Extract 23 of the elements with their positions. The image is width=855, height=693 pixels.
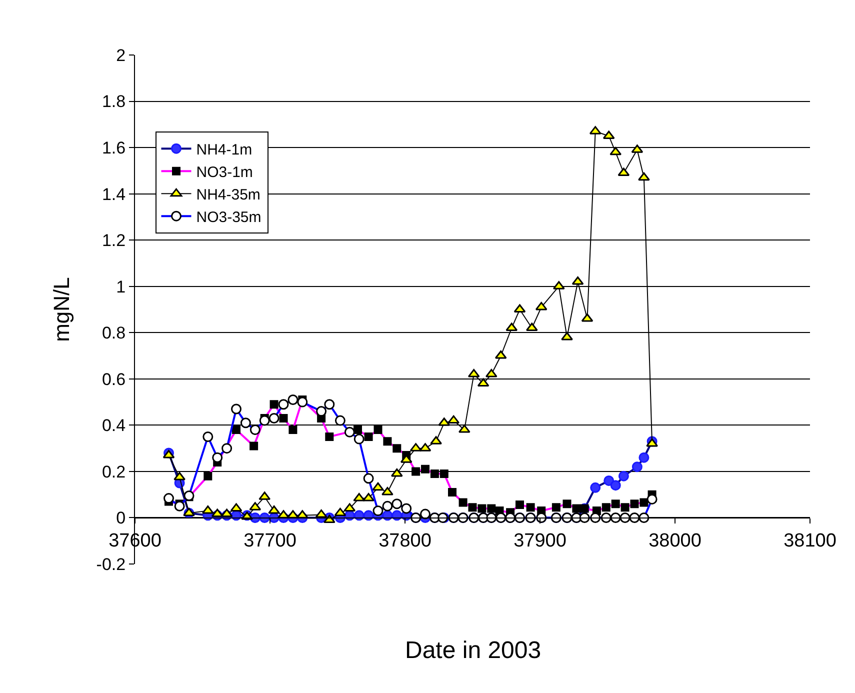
- y-tick-label: 1.6: [102, 138, 126, 158]
- y-axis-title: mgN/L: [49, 277, 74, 342]
- x-axis-title: Date in 2003: [405, 637, 542, 664]
- legend-label: NH4-35m: [196, 186, 260, 204]
- y-tick-label: 0.2: [102, 462, 126, 482]
- y-tick-label: 1.2: [102, 231, 126, 250]
- y-tick-label: 1: [116, 277, 126, 296]
- x-tick-label: 38000: [648, 530, 702, 552]
- legend-label: NO3-35m: [196, 208, 262, 226]
- x-tick-label: 37800: [378, 530, 432, 552]
- legend-label: NH4-1m: [196, 141, 252, 158]
- y-tick-label: 1.8: [102, 92, 126, 112]
- y-tick-label: 0.8: [102, 324, 126, 343]
- y-tick-label: -0.2: [96, 554, 126, 574]
- y-tick-label: 0: [116, 508, 126, 528]
- y-tick-label: 2: [116, 46, 126, 65]
- y-tick-label: 1.4: [102, 184, 126, 204]
- legend-label: NO3-1m: [196, 164, 253, 181]
- y-tick-label: 0.4: [102, 416, 126, 436]
- x-tick-label: 37900: [514, 530, 566, 552]
- y-tick-label: 0.6: [102, 370, 126, 389]
- x-tick-label: 38100: [784, 530, 836, 552]
- x-tick-label: 37700: [244, 530, 296, 552]
